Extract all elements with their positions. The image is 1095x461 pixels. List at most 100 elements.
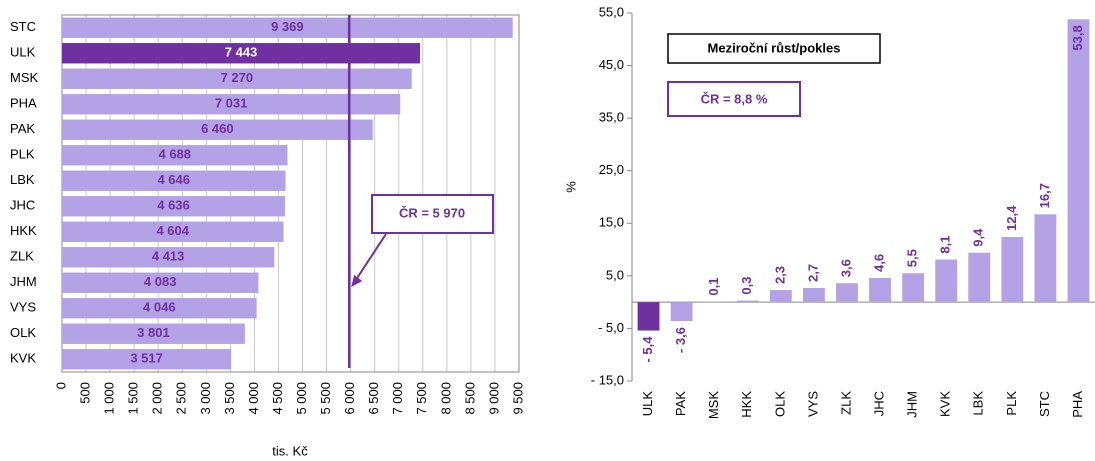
data-label: 4 688 — [158, 147, 191, 162]
bar — [62, 323, 245, 344]
x-tick-label: PHA — [1070, 391, 1085, 418]
x-tick-label: KVK — [938, 391, 953, 417]
data-label: 3 517 — [130, 351, 163, 366]
bar — [869, 277, 891, 303]
y-tick-label: HKK — [10, 223, 37, 238]
x-tick-label: JHC — [871, 391, 886, 416]
data-label: 4 413 — [152, 249, 185, 264]
data-label: 8,1 — [938, 235, 953, 253]
x-tick-label: 9 500 — [510, 382, 525, 415]
x-tick-label: 6 000 — [342, 382, 357, 415]
x-tick-label: 500 — [77, 382, 92, 404]
y-tick-label: LBK — [10, 172, 35, 187]
data-label: 3 801 — [137, 325, 170, 340]
x-tick-label: 7 500 — [414, 382, 429, 415]
bar — [670, 302, 693, 322]
data-label: 4 636 — [157, 198, 190, 213]
annotation-box — [667, 81, 801, 117]
data-label: 0,1 — [706, 278, 721, 296]
x-tick-label: ULK — [640, 391, 655, 417]
data-label: 16,7 — [1037, 183, 1052, 208]
data-label: 7 443 — [225, 45, 258, 60]
x-tick-label: HKK — [739, 391, 754, 418]
x-tick-label: 7 000 — [390, 382, 405, 415]
plot-frame — [61, 14, 520, 373]
bar — [1067, 19, 1090, 303]
bar — [62, 68, 412, 89]
bar — [637, 302, 660, 331]
data-label: 7 031 — [215, 96, 248, 111]
bar — [62, 349, 232, 370]
arrow-head — [351, 275, 363, 287]
reference-box — [371, 194, 494, 234]
x-axis-label: tis. Kč — [272, 443, 308, 458]
y-tick-label: - 15,0 — [591, 372, 624, 387]
x-tick-label: 4 500 — [270, 382, 285, 415]
bar — [703, 301, 726, 303]
x-tick-label: 3 000 — [198, 382, 213, 415]
x-tick-label: PLK — [1004, 391, 1019, 416]
bar — [62, 17, 513, 38]
y-tick-label: JHC — [10, 198, 35, 213]
y-tick-label: PHA — [10, 96, 37, 111]
bar — [802, 287, 825, 303]
x-tick-label: 4 000 — [246, 382, 261, 415]
chart-title: Meziroční růst/pokles — [708, 40, 841, 55]
data-label: 2,3 — [772, 266, 787, 284]
title-box — [667, 33, 881, 64]
bar — [62, 145, 288, 166]
x-tick-label: 2 500 — [174, 382, 189, 415]
y-tick-label: VYS — [10, 300, 36, 315]
x-tick-label: VYS — [805, 391, 820, 417]
data-label: 9 369 — [271, 19, 304, 34]
x-tick-label: JHM — [905, 391, 920, 418]
data-label: 7 270 — [221, 70, 254, 85]
data-label: 5,5 — [905, 249, 920, 267]
y-tick-label: JHM — [10, 274, 37, 289]
bar — [935, 259, 958, 303]
arrow — [352, 233, 387, 285]
y-tick-label: 35,0 — [599, 110, 624, 125]
data-label: 4 646 — [157, 172, 190, 187]
y-tick-label: KVK — [10, 351, 36, 366]
data-label: 3,6 — [838, 259, 853, 277]
x-tick-label: LBK — [971, 391, 986, 416]
data-label: 4 604 — [156, 223, 189, 238]
y-tick-label: STC — [10, 19, 36, 34]
bar — [736, 300, 759, 303]
x-tick-label: MSK — [706, 391, 721, 420]
y-tick-label: 5,0 — [606, 267, 624, 282]
data-label: 6 460 — [201, 121, 234, 136]
x-tick-label: 2 000 — [150, 382, 165, 415]
y-tick-label: ZLK — [10, 249, 34, 264]
x-tick-label: 3 500 — [222, 382, 237, 415]
x-tick-label: PAK — [673, 391, 688, 416]
data-label: 4,6 — [871, 254, 886, 272]
x-tick-label: OLK — [772, 391, 787, 417]
y-tick-label: - 5,0 — [598, 320, 624, 335]
y-tick-label: PLK — [10, 147, 35, 162]
y-tick-label: 55,0 — [599, 4, 624, 19]
y-tick-label: MSK — [10, 70, 39, 85]
y-tick-label: 25,0 — [599, 162, 624, 177]
x-tick-label: ZLK — [838, 391, 853, 415]
y-tick-label: PAK — [10, 121, 35, 136]
bar — [62, 170, 286, 191]
bar — [902, 273, 925, 303]
bar — [1001, 236, 1024, 303]
data-label: 4 046 — [143, 300, 176, 315]
data-label: 9,4 — [971, 228, 986, 247]
data-label: 12,4 — [1004, 205, 1019, 231]
y-tick-label: OLK — [10, 325, 36, 340]
data-label: 2,7 — [805, 264, 820, 282]
x-tick-label: 9 000 — [486, 382, 501, 415]
bar — [62, 298, 257, 319]
x-tick-label: 1 500 — [126, 382, 141, 415]
bar — [769, 290, 792, 303]
data-label: - 5,4 — [640, 336, 655, 363]
bar — [968, 252, 991, 303]
x-tick-label: 1 000 — [102, 382, 117, 415]
y-tick-label: 45,0 — [599, 57, 624, 72]
x-tick-label: 6 500 — [366, 382, 381, 415]
